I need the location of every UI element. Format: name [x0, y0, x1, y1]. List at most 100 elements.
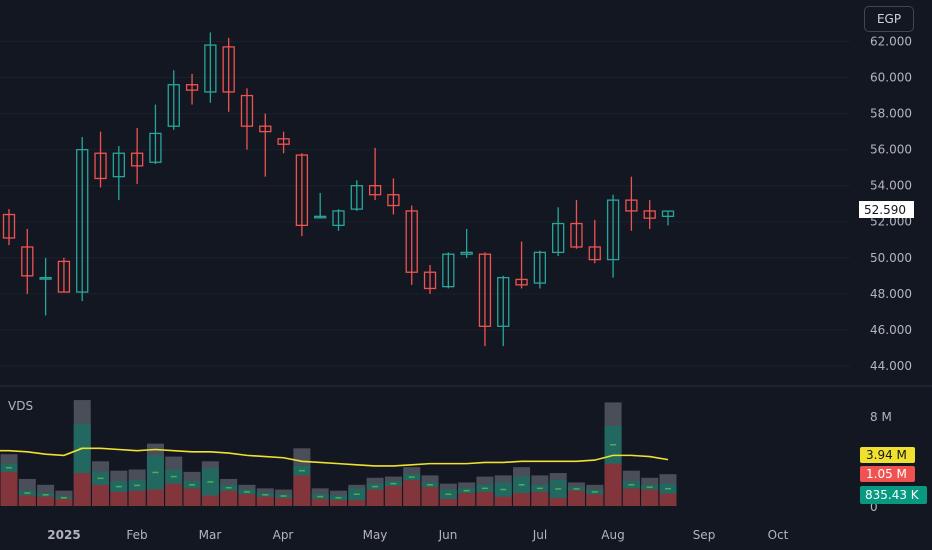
- volume-down-bar: [604, 463, 622, 506]
- candlestick-series: [2, 32, 675, 347]
- volume-bar: [458, 482, 476, 506]
- candle-body: [2, 213, 16, 239]
- volume-bar: [513, 467, 531, 506]
- volume-bar: [220, 478, 238, 506]
- price-tick-label: 56.000: [870, 143, 912, 157]
- volume-down-bar: [659, 493, 677, 506]
- candle-body: [130, 152, 144, 167]
- volume-bar: [567, 482, 585, 506]
- volume-bar: [128, 469, 146, 506]
- candle-body: [606, 199, 620, 261]
- candle-body: [332, 210, 345, 227]
- candle-up: [497, 275, 510, 347]
- volume-down-bar: [513, 493, 531, 506]
- price-tick-label: 46.000: [870, 323, 912, 337]
- candle-body: [240, 94, 254, 127]
- price-tick-label: 62.000: [870, 34, 912, 48]
- volume-down-bar: [92, 484, 110, 506]
- volume-bar: [494, 475, 512, 506]
- candle-up: [350, 180, 363, 211]
- volume-bar: [165, 456, 183, 506]
- price-axis: 62.000 60.000 58.000 56.000 54.000 52.000 50.0…: [870, 34, 912, 373]
- volume-down-bar: [348, 500, 366, 506]
- currency-button[interactable]: EGP: [864, 6, 914, 32]
- last-price-label: 52.590: [859, 201, 914, 218]
- volume-down-bar: [18, 495, 36, 506]
- volume-series: [0, 400, 677, 506]
- price-tick-label: 54.000: [870, 179, 912, 193]
- time-tick-label: May: [363, 528, 388, 542]
- candle-body: [204, 44, 217, 93]
- candle-down: [423, 265, 437, 294]
- candle-body: [625, 199, 638, 212]
- volume-bar: [293, 448, 311, 506]
- volume-bar: [238, 484, 256, 506]
- candle-down: [259, 113, 272, 177]
- volume-bar: [55, 490, 73, 506]
- volume-down-bar: [183, 488, 201, 506]
- volume-bar: [384, 476, 402, 506]
- candle-body: [21, 246, 34, 277]
- volume-down-bar: [586, 494, 604, 506]
- candle-down: [368, 147, 382, 201]
- candle-body: [350, 185, 363, 210]
- volume-down-bar: [311, 498, 329, 506]
- candle-down: [625, 176, 638, 231]
- volume-down-bar: [476, 491, 494, 506]
- volume-down-bar: [0, 471, 18, 506]
- volume-bar: [366, 477, 384, 506]
- volume-bar: [92, 461, 110, 506]
- candle-body: [112, 152, 125, 178]
- time-tick-label: Apr: [273, 528, 294, 542]
- candle-body: [277, 138, 290, 145]
- volume-down-bar: [275, 497, 293, 506]
- time-tick-label: Aug: [601, 528, 624, 542]
- volume-scale-label: 8 M: [870, 410, 892, 424]
- candle-up: [76, 137, 89, 302]
- candle-body: [94, 152, 107, 180]
- candle-up: [332, 209, 345, 231]
- candle-down: [130, 128, 144, 184]
- candle-up: [533, 250, 547, 289]
- volume-down-bar: [37, 496, 55, 506]
- volume-ma-badge: 3.94 M: [860, 447, 915, 463]
- volume-bar: [18, 478, 36, 506]
- volume-ma-value: 3.94 M: [866, 448, 907, 462]
- time-tick-label: 2025: [47, 528, 80, 542]
- candle-down: [240, 88, 254, 150]
- candle-down: [21, 228, 34, 294]
- volume-down-bar: [146, 489, 164, 506]
- volume-ma-line: [0, 447, 669, 467]
- candle-body: [460, 251, 473, 255]
- volume-bar: [403, 467, 421, 506]
- candle-body: [497, 276, 510, 327]
- volume-bar: [73, 400, 91, 506]
- candle-body: [222, 46, 235, 93]
- price-tick-label: 58.000: [870, 107, 912, 121]
- volume-bar: [330, 490, 347, 506]
- price-tick-label: 60.000: [870, 71, 912, 85]
- candle-down: [277, 131, 290, 154]
- volume-bar: [439, 483, 457, 506]
- candle-body: [314, 215, 327, 219]
- candle-down: [405, 205, 418, 285]
- volume-up-value: 835.43 K: [865, 488, 920, 502]
- volume-bar: [476, 476, 494, 506]
- volume-down-bar: [256, 496, 274, 506]
- candle-down: [570, 200, 583, 249]
- volume-down-bar: [403, 480, 421, 506]
- candle-body: [368, 185, 382, 196]
- volume-down-bar: [531, 491, 549, 506]
- time-axis[interactable]: 2025 Feb Mar Apr May Jun Jul Aug Sep Oct: [47, 528, 788, 542]
- volume-down-bar: [165, 483, 183, 506]
- candle-body: [259, 125, 272, 133]
- volume-zero-label: 0: [870, 500, 878, 514]
- candle-body: [39, 276, 52, 280]
- volume-down-bar: [238, 494, 256, 506]
- candle-up: [112, 146, 125, 201]
- candle-body: [167, 84, 180, 127]
- volume-down-bar: [458, 493, 476, 506]
- volume-down-bar: [384, 485, 402, 506]
- volume-bar: [311, 488, 329, 506]
